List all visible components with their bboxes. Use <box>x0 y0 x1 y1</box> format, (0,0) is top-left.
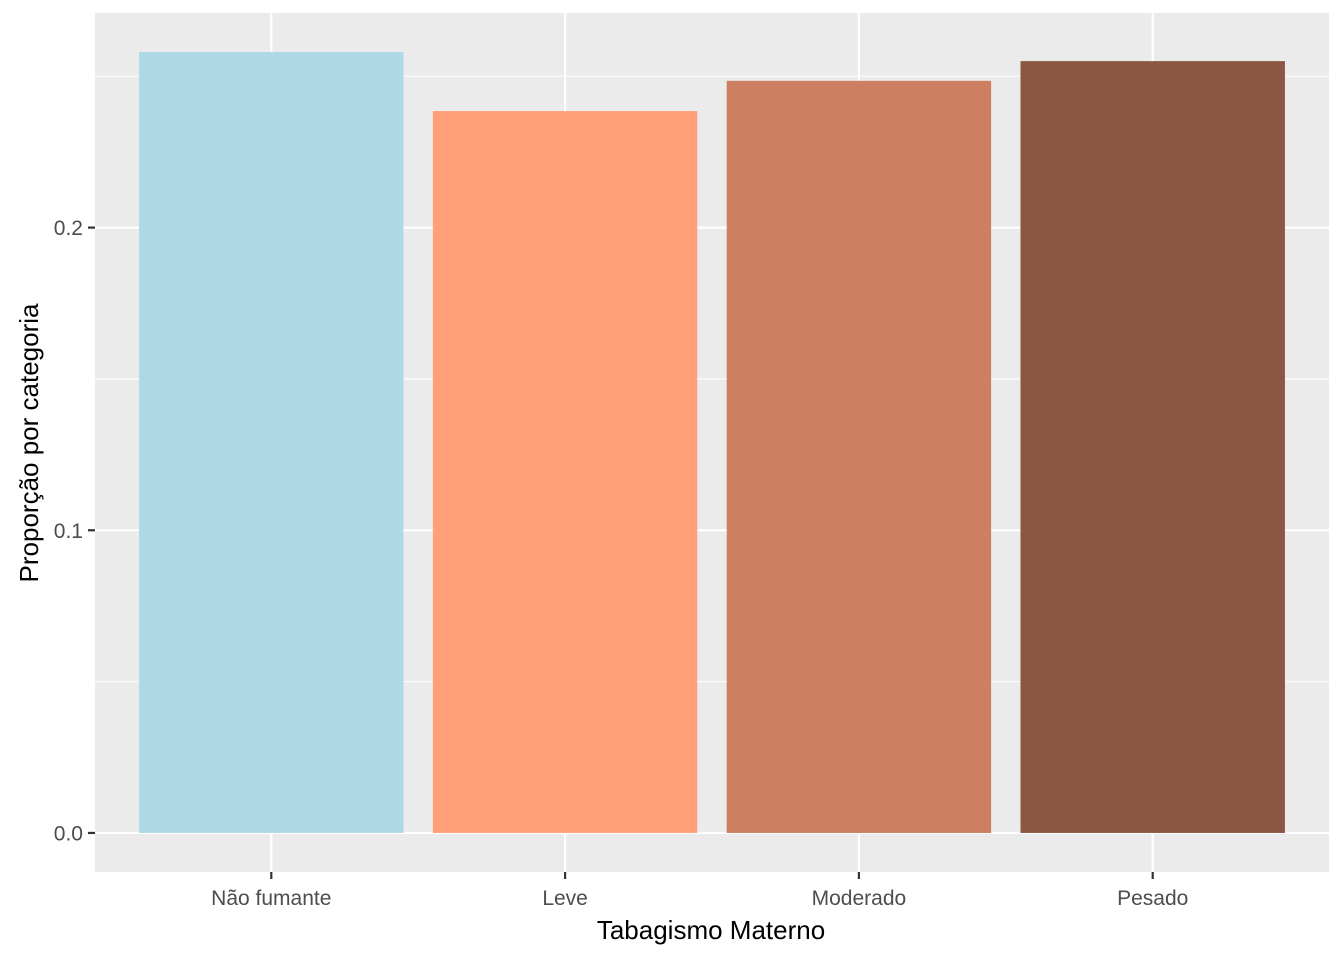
x-axis: Não fumante Leve Moderado Pesado <box>211 872 1188 910</box>
y-tick-label: 0.0 <box>54 822 83 845</box>
bar-não-fumante <box>139 52 404 833</box>
bar-moderado <box>726 80 992 833</box>
x-tick-label: Moderado <box>812 887 907 910</box>
bar-leve <box>432 111 698 833</box>
y-axis-title: Proporção por categoria <box>14 303 44 582</box>
bars <box>139 52 1285 833</box>
y-tick-label: 0.1 <box>54 520 83 543</box>
x-tick-label: Pesado <box>1117 887 1188 910</box>
x-tick-label: Leve <box>542 887 588 910</box>
y-tick-label: 0.2 <box>54 217 83 240</box>
y-axis: 0.0 0.1 0.2 <box>54 217 95 845</box>
bar-pesado <box>1020 61 1285 833</box>
x-axis-title: Tabagismo Materno <box>597 915 825 945</box>
x-tick-label: Não fumante <box>211 887 331 910</box>
